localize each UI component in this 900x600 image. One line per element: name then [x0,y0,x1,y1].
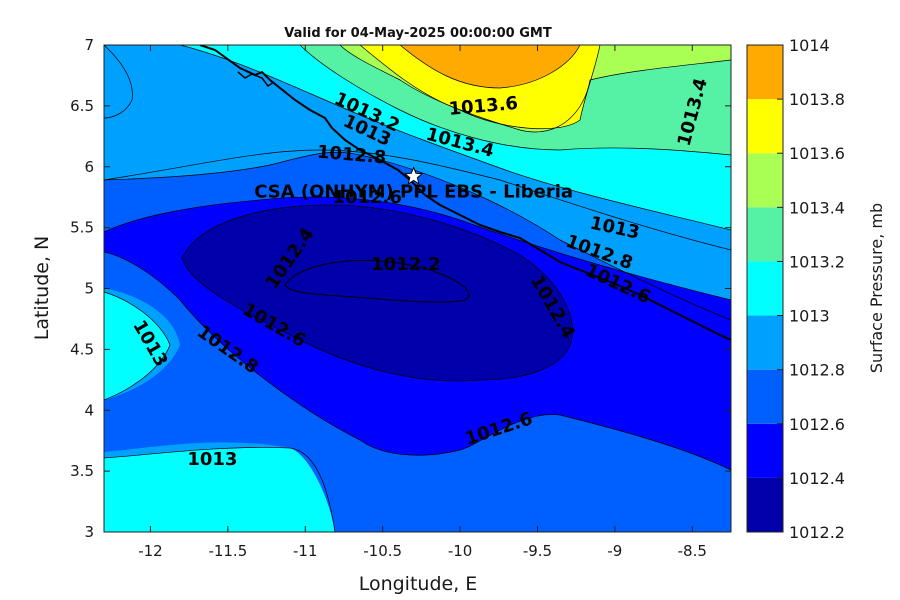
coastline [199,45,731,341]
colorbar-tick-label: 1013 [789,307,830,326]
x-tick-label: -10 [448,542,473,560]
colorbar-segment [747,477,783,532]
y-axis-ticks: 3 3.5 4 4.5 5 5.5 6 6.5 7 [70,36,731,541]
colorbar-tick-label: 1012.6 [789,415,845,434]
band-1013-left [104,292,170,400]
y-tick-label: 5 [84,280,94,298]
colorbar-segment [747,153,783,208]
x-tick-label: -9.5 [523,542,552,560]
coastline-inlet [237,71,275,88]
y-tick-label: 7 [84,36,94,54]
y-tick-label: 3 [84,523,94,541]
contour-lines [104,45,731,532]
band-1013-bottom-left [104,447,335,532]
site-annotation: CSA (ONHYM) PPL EBS - Liberia [254,166,573,202]
x-axis-label: Longitude, E [359,573,478,595]
colorbar-frame [746,44,784,533]
colorbar-tick-label: 1013.8 [789,90,845,109]
y-tick-label: 5.5 [70,219,94,237]
site-label: CSA (ONHYM) PPL EBS - Liberia [254,181,573,202]
y-tick-label: 4 [84,401,94,419]
colorbar: 1012.2 1012.4 1012.6 1012.8 1013 1013.2 1013.4… [746,36,845,542]
x-axis-ticks: -12 -11.5 -11 -10.5 -10 -9.5 -9 -8.5 [138,45,707,560]
colorbar-label: Surface Pressure, mb [867,203,886,373]
y-tick-label: 6.5 [70,97,94,115]
x-tick-label: -11 [293,542,318,560]
colorbar-tick-label: 1013.4 [789,198,845,217]
y-tick-label: 4.5 [70,340,94,358]
colorbar-tick-label: 1014 [789,36,830,55]
x-tick-label: -11.5 [208,542,247,560]
y-tick-label: 3.5 [70,462,94,480]
y-axis-label: Latitude, N [31,236,53,341]
contour-label: 1012.6 [332,187,401,208]
colorbar-segment [747,369,783,424]
colorbar-tick-label: 1013.2 [789,252,845,271]
colorbar-tick-label: 1012.8 [789,361,845,380]
colorbar-segment [747,207,783,262]
contour-label: 1013 [187,449,237,470]
plot-area [104,45,731,532]
y-tick-label: 6 [84,158,94,176]
x-tick-label: -9 [607,542,622,560]
x-tick-label: -10.5 [363,542,402,560]
site-star-icon [403,166,424,185]
colorbar-tick-label: 1013.6 [789,144,845,163]
colorbar-tick-label: 1012.4 [789,469,845,488]
colorbar-segment [747,261,783,316]
band-1012-2-core [284,260,470,303]
chart-title: Valid for 04-May-2025 00:00:00 GMT [284,26,552,41]
x-tick-label: -8.5 [678,542,707,560]
x-tick-label: -12 [138,542,163,560]
colorbar-segment [747,423,783,478]
contour-label: 1012.2 [371,254,440,275]
band-1013-8 [400,45,580,88]
colorbar-segment [747,45,783,100]
colorbar-segment [747,99,783,154]
colorbar-tick-label: 1012.2 [789,523,845,542]
colorbar-segment [747,315,783,370]
